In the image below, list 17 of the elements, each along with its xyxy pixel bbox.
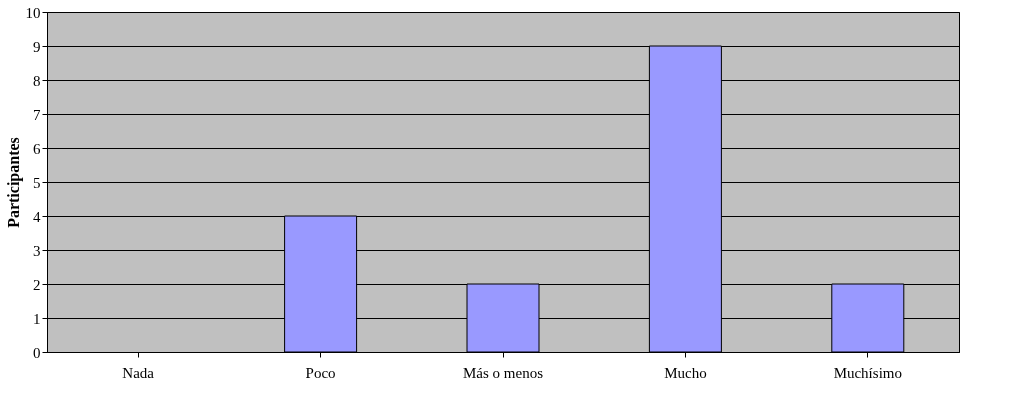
y-tick-label: 9 [33,38,41,55]
y-tick-label: 4 [33,208,41,225]
y-tick-label: 8 [33,72,41,89]
x-tick-label: Nada [122,364,155,381]
y-tick-label: 0 [33,344,41,361]
x-tick-label: Más o menos [463,364,544,381]
y-tick-label: 5 [33,174,41,191]
y-tick-label: 10 [25,4,41,21]
y-axis-title: Participantes [4,137,23,228]
x-tick-label: Poco [305,364,336,381]
x-tick-label: Muchísimo [833,364,902,381]
y-tick-label: 6 [33,140,41,157]
y-tick-label: 1 [33,310,41,327]
x-tick-label: Mucho [664,364,707,381]
y-tick-label: 3 [33,242,41,259]
y-tick-label: 2 [33,276,41,293]
y-tick-label: 7 [33,106,41,123]
